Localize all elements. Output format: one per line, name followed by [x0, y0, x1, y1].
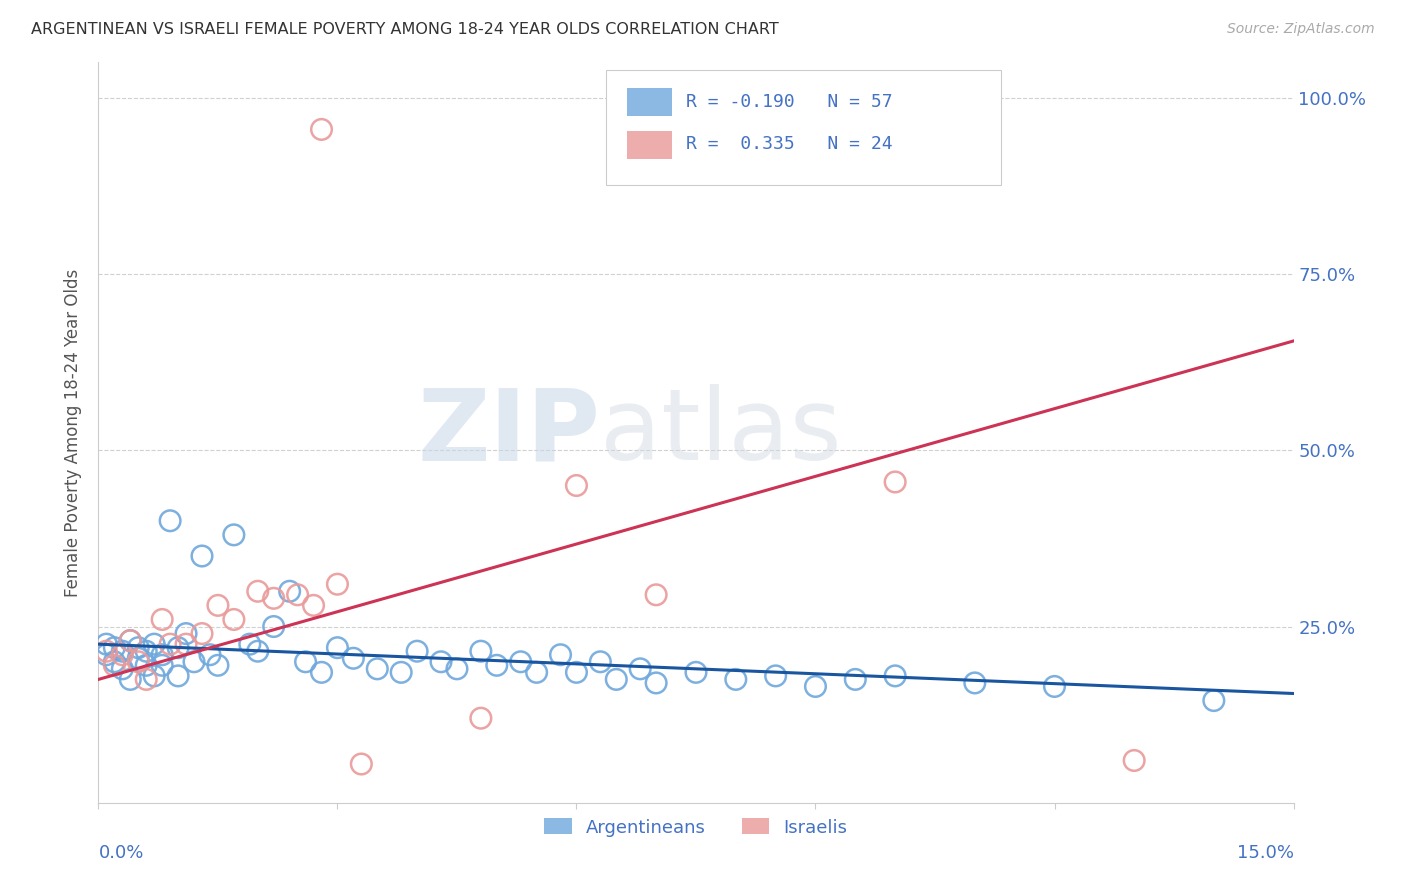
Point: [804, 680, 827, 694]
Point: [350, 757, 373, 772]
Point: [605, 673, 627, 687]
Text: 0.0%: 0.0%: [98, 844, 143, 862]
Point: [143, 637, 166, 651]
Point: [470, 711, 492, 725]
Point: [120, 633, 142, 648]
Point: [135, 673, 157, 687]
Point: [884, 669, 907, 683]
Point: [191, 549, 214, 563]
Point: [111, 662, 134, 676]
Point: [96, 644, 118, 658]
Point: [565, 665, 588, 680]
Point: [127, 655, 149, 669]
Text: Source: ZipAtlas.com: Source: ZipAtlas.com: [1227, 22, 1375, 37]
Text: R = -0.190   N = 57: R = -0.190 N = 57: [686, 93, 893, 111]
Point: [96, 637, 118, 651]
Point: [565, 478, 588, 492]
Point: [1202, 693, 1225, 707]
Point: [239, 637, 262, 651]
Point: [406, 644, 429, 658]
Point: [278, 584, 301, 599]
Point: [246, 644, 269, 658]
Legend: Argentineans, Israelis: Argentineans, Israelis: [536, 809, 856, 846]
Point: [135, 644, 157, 658]
Point: [844, 673, 866, 687]
Y-axis label: Female Poverty Among 18-24 Year Olds: Female Poverty Among 18-24 Year Olds: [65, 268, 83, 597]
Text: ZIP: ZIP: [418, 384, 600, 481]
Point: [884, 475, 907, 489]
Point: [263, 591, 285, 606]
Point: [685, 665, 707, 680]
Point: [326, 640, 349, 655]
Point: [724, 673, 747, 687]
Point: [150, 612, 173, 626]
Point: [645, 588, 668, 602]
Point: [174, 626, 197, 640]
Point: [366, 662, 388, 676]
Point: [159, 637, 181, 651]
Point: [446, 662, 468, 676]
Point: [342, 651, 364, 665]
Point: [470, 644, 492, 658]
Point: [263, 619, 285, 633]
Point: [96, 648, 118, 662]
Point: [589, 655, 612, 669]
Point: [111, 648, 134, 662]
Point: [302, 599, 325, 613]
Point: [103, 655, 125, 669]
FancyBboxPatch shape: [627, 130, 672, 159]
Point: [389, 665, 412, 680]
Point: [222, 528, 245, 542]
Point: [550, 648, 572, 662]
Point: [143, 669, 166, 683]
Text: ARGENTINEAN VS ISRAELI FEMALE POVERTY AMONG 18-24 YEAR OLDS CORRELATION CHART: ARGENTINEAN VS ISRAELI FEMALE POVERTY AM…: [31, 22, 779, 37]
Point: [127, 651, 149, 665]
Text: 15.0%: 15.0%: [1236, 844, 1294, 862]
Point: [222, 612, 245, 626]
FancyBboxPatch shape: [606, 70, 1001, 185]
Point: [111, 644, 134, 658]
Point: [103, 658, 125, 673]
Point: [207, 658, 229, 673]
Point: [198, 648, 221, 662]
Point: [645, 676, 668, 690]
Point: [526, 665, 548, 680]
Point: [167, 669, 190, 683]
Point: [159, 514, 181, 528]
Point: [1123, 754, 1146, 768]
Point: [207, 599, 229, 613]
Point: [120, 673, 142, 687]
Point: [150, 658, 173, 673]
Point: [294, 655, 316, 669]
Point: [120, 633, 142, 648]
Point: [485, 658, 508, 673]
Text: atlas: atlas: [600, 384, 842, 481]
Point: [628, 662, 651, 676]
Point: [191, 626, 214, 640]
Point: [311, 665, 333, 680]
Point: [167, 640, 190, 655]
Point: [183, 655, 205, 669]
Point: [326, 577, 349, 591]
Point: [430, 655, 453, 669]
Point: [174, 637, 197, 651]
Point: [1043, 680, 1066, 694]
Point: [963, 676, 986, 690]
Point: [103, 640, 125, 655]
Point: [150, 648, 173, 662]
Point: [135, 658, 157, 673]
Point: [311, 122, 333, 136]
FancyBboxPatch shape: [627, 88, 672, 117]
Point: [246, 584, 269, 599]
Point: [287, 588, 309, 602]
Point: [765, 669, 787, 683]
Point: [509, 655, 531, 669]
Point: [127, 640, 149, 655]
Text: R =  0.335   N = 24: R = 0.335 N = 24: [686, 135, 893, 153]
